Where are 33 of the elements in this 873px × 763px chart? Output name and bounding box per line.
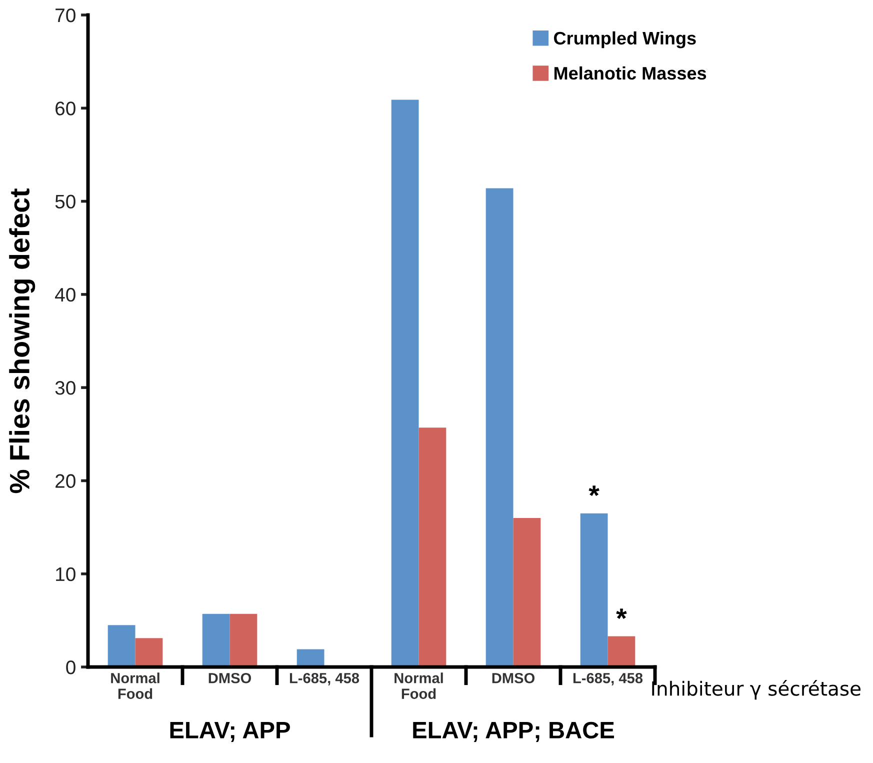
x-tick-label: Normal Food	[111, 672, 160, 699]
bar	[486, 188, 514, 667]
x-tick-label: Normal Food	[394, 672, 443, 699]
y-tick-label: 70	[56, 8, 76, 22]
annotation: *	[616, 608, 627, 619]
y-tick-label: 50	[55, 194, 76, 209]
bar	[391, 100, 419, 667]
x-tick-label: L-685, 458	[290, 672, 360, 686]
legend-label: Melanotic Masses	[554, 66, 706, 80]
text: Inhibiteur γ sécrétase	[652, 680, 860, 700]
y-tick-label: 20	[56, 474, 76, 488]
bar	[608, 636, 636, 667]
bar	[513, 518, 541, 667]
text: ELAV; APP; BACE	[413, 722, 614, 742]
x-tick-label: DMSO	[492, 672, 535, 684]
bar	[135, 638, 163, 667]
y-tick-label: 60	[56, 102, 76, 116]
x-tick-label: L-685, 458	[573, 672, 643, 686]
x-tick-label: DMSO	[208, 672, 252, 684]
text: ELAV; APP	[170, 722, 290, 742]
bar	[230, 614, 258, 667]
bar	[580, 513, 608, 667]
y-axis-title: % Flies showing defect	[9, 188, 36, 494]
bar	[108, 625, 136, 667]
annotation: *	[588, 486, 600, 496]
legend-label: Crumpled Wings	[554, 31, 696, 48]
y-tick-label: 40	[55, 288, 76, 302]
bar	[418, 428, 446, 667]
y-tick-label: 10	[56, 567, 76, 582]
y-tick-label: 30	[55, 381, 76, 395]
y-tick-label: 0	[66, 660, 76, 674]
bar	[296, 649, 324, 667]
bar	[202, 614, 230, 667]
